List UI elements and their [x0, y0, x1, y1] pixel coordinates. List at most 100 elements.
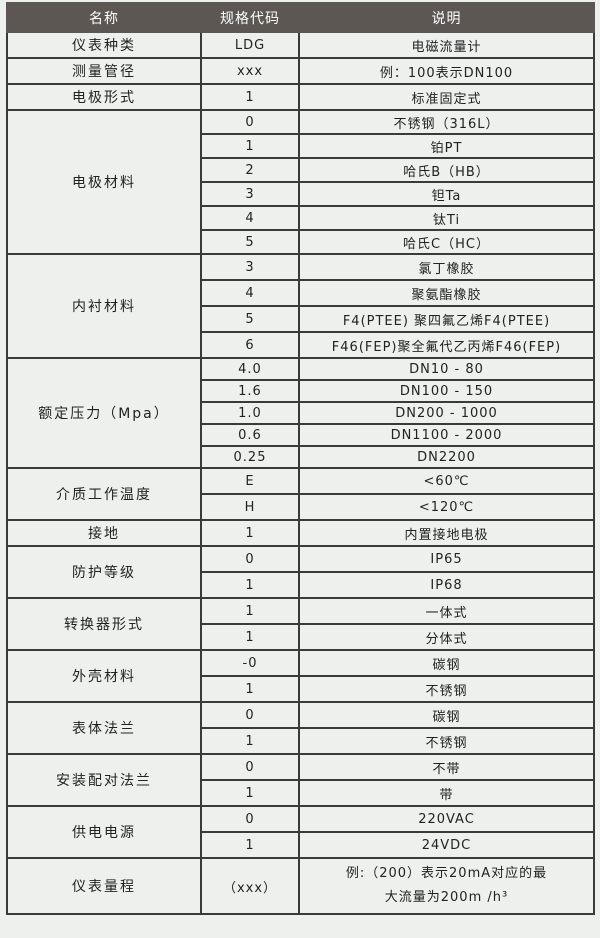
spec-code-cell: 1 — [200, 727, 300, 755]
table-row: 1.6 DN100 - 150 — [7, 379, 595, 403]
spec-code-cell: 4 — [200, 205, 300, 231]
spec-code-cell: 0 — [200, 805, 300, 833]
spec-description-cell: 不锈钢（316L） — [298, 109, 595, 135]
table-row: 仪表量程 （xxx） 例:（200）表示20mA对应的最大流量为200m /h³ — [6, 857, 595, 915]
table-row: 4 钛Ti — [7, 205, 595, 231]
spec-code-cell: 1 — [200, 779, 300, 807]
spec-description-cell: 220VAC — [298, 805, 595, 833]
table-row: 接地 1 内置接地电极 — [6, 519, 595, 547]
spec-code-cell: 4 — [200, 279, 300, 307]
table-row: 电极形式 1 标准固定式 — [6, 83, 595, 111]
spec-description-cell: DN10 - 80 — [298, 357, 595, 381]
table-row: 2 哈氏B（HB） — [7, 157, 595, 183]
spec-name-cell: 供电电源 — [6, 805, 202, 859]
table-row: 1 不锈钢 — [7, 727, 595, 755]
header-code: 规格代码 — [200, 2, 300, 33]
spec-description-cell: <60℃ — [298, 467, 595, 495]
spec-code-cell: 1 — [200, 571, 300, 599]
spec-code-cell: 0 — [200, 545, 300, 573]
spec-name-cell: 电极材料 — [6, 109, 202, 255]
spec-description-cell: DN1100 - 2000 — [298, 423, 595, 447]
spec-name-cell: 介质工作温度 — [6, 467, 202, 521]
spec-name-cell: 仪表种类 — [6, 31, 202, 59]
spec-code-cell: 4.0 — [200, 357, 300, 381]
spec-description-cell: 氯丁橡胶 — [298, 253, 595, 281]
table-row: 4 聚氨酯橡胶 — [7, 279, 595, 307]
table-row: 3 钽Ta — [7, 181, 595, 207]
spec-code-cell: 1 — [200, 623, 300, 651]
spec-description-cell: IP65 — [298, 545, 595, 573]
spec-description-cell: 内置接地电极 — [298, 519, 595, 547]
spec-code-cell: 5 — [200, 305, 300, 333]
table-row: 0.6 DN1100 - 2000 — [7, 423, 595, 447]
table-row: 1.0 DN200 - 1000 — [7, 401, 595, 425]
spec-code-cell: 0 — [200, 109, 300, 135]
spec-description-cell: 带 — [298, 779, 595, 807]
table-row: 1 分体式 — [7, 623, 595, 651]
spec-description-cell: <120℃ — [298, 493, 595, 521]
table-row: 1 24VDC — [7, 831, 595, 859]
spec-code-cell: xxx — [200, 57, 300, 85]
table-row: 仪表种类 LDG 电磁流量计 — [6, 31, 595, 59]
spec-name-cell: 安装配对法兰 — [6, 753, 202, 807]
spec-code-cell: -0 — [200, 649, 300, 677]
table-row: 供电电源 0 220VAC — [6, 805, 595, 859]
spec-name-cell: 额定压力（Mpa） — [6, 357, 202, 469]
spec-code-cell: 6 — [200, 331, 300, 359]
spec-description-cell: 不锈钢 — [298, 727, 595, 755]
spec-code-cell: 0 — [200, 701, 300, 729]
spec-description-cell: DN200 - 1000 — [298, 401, 595, 425]
spec-name-cell: 转换器形式 — [6, 597, 202, 651]
spec-code-cell: 1 — [200, 133, 300, 159]
spec-description-cell: 例:（200）表示20mA对应的最大流量为200m /h³ — [298, 857, 595, 915]
table-row: H <120℃ — [7, 493, 595, 521]
spec-code-cell: H — [200, 493, 300, 521]
spec-code-cell: LDG — [200, 31, 300, 59]
spec-description-cell: 哈氏C（HC） — [298, 229, 595, 255]
spec-description-cell: 不锈钢 — [298, 675, 595, 703]
spec-description-cell: DN100 - 150 — [298, 379, 595, 403]
spec-description-cell: 钛Ti — [298, 205, 595, 231]
spec-code-cell: 1.6 — [200, 379, 300, 403]
table-row: 表体法兰 0 碳钢 — [6, 701, 595, 755]
spec-code-cell: （xxx） — [200, 857, 300, 915]
table-row: 6 F46(FEP)聚全氟代乙丙烯F46(FEP) — [7, 331, 595, 359]
table-row: 测量管径 xxx 例：100表示DN100 — [6, 57, 595, 85]
spec-description-cell: 哈氏B（HB） — [298, 157, 595, 183]
spec-description-cell: F4(PTEE) 聚四氟乙烯F4(PTEE) — [298, 305, 595, 333]
table-row: 安装配对法兰 0 不带 — [6, 753, 595, 807]
table-row: 外壳材料 -0 碳钢 — [6, 649, 595, 703]
spec-code-cell: 1.0 — [200, 401, 300, 425]
table-row: 转换器形式 1 一体式 — [6, 597, 595, 651]
table-row: 电极材料 0 不锈钢（316L） — [6, 109, 595, 255]
spec-name-cell: 防护等级 — [6, 545, 202, 599]
spec-name-cell: 接地 — [6, 519, 202, 547]
table-row: 1 不锈钢 — [7, 675, 595, 703]
spec-description-cell: 分体式 — [298, 623, 595, 651]
spec-description-cell: 例：100表示DN100 — [298, 57, 595, 85]
spec-name-cell: 外壳材料 — [6, 649, 202, 703]
spec-description-cell: IP68 — [298, 571, 595, 599]
spec-table: 名称 规格代码 说明 仪表种类 LDG 电磁流量计 测量管径 xxx 例：100表示DN1… — [6, 2, 595, 915]
spec-description-cell: 钽Ta — [298, 181, 595, 207]
spec-description-cell: 碳钢 — [298, 701, 595, 729]
spec-name-cell: 表体法兰 — [6, 701, 202, 755]
spec-code-cell: 0.25 — [200, 445, 300, 469]
spec-code-cell: 1 — [200, 675, 300, 703]
header-name: 名称 — [6, 2, 202, 33]
spec-description-cell: 铂PT — [298, 133, 595, 159]
table-body: 仪表种类 LDG 电磁流量计 测量管径 xxx 例：100表示DN100 电极形式 1 标准固定… — [6, 31, 595, 915]
table-row: 1 铂PT — [7, 133, 595, 159]
spec-code-cell: 1 — [200, 519, 300, 547]
table-row: 5 F4(PTEE) 聚四氟乙烯F4(PTEE) — [7, 305, 595, 333]
spec-description-cell: 碳钢 — [298, 649, 595, 677]
spec-description-cell: 一体式 — [298, 597, 595, 625]
spec-code-cell: E — [200, 467, 300, 495]
table-row: 5 哈氏C（HC） — [7, 229, 595, 255]
header-description: 说明 — [298, 2, 595, 33]
spec-description-cell: 标准固定式 — [298, 83, 595, 111]
spec-description-cell: DN2200 — [298, 445, 595, 469]
table-row: 内衬材料 3 氯丁橡胶 — [6, 253, 595, 359]
spec-code-cell: 3 — [200, 253, 300, 281]
